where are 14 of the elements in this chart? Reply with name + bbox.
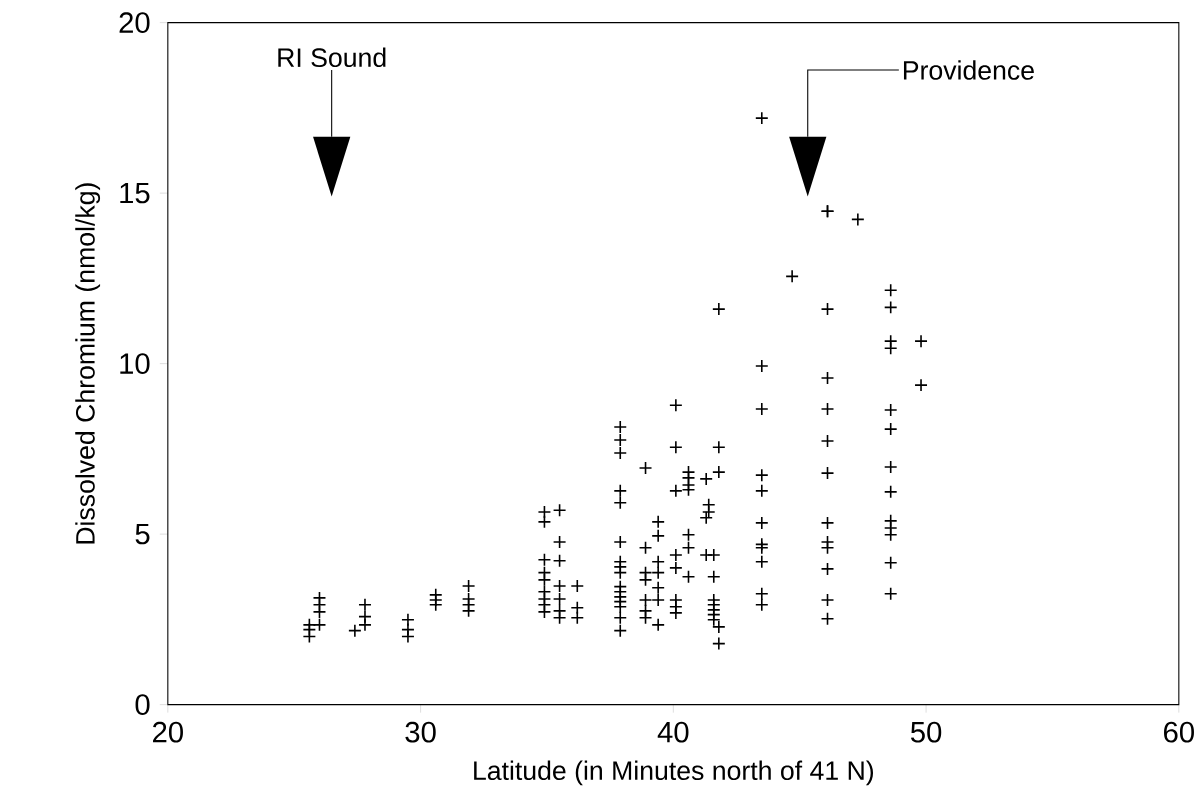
y-tick-label: 0 <box>135 694 150 715</box>
x-tick-label: 30 <box>405 721 436 743</box>
annotation: RI Sound <box>278 47 386 68</box>
x-tick-label: 50 <box>910 721 942 743</box>
y-tick-label: 20 <box>119 12 150 33</box>
y-tick-label: 15 <box>120 182 150 204</box>
x-tick-label: 40 <box>657 721 689 743</box>
y-tick-label: 5 <box>135 523 150 545</box>
x-tick-label: 60 <box>1164 721 1194 743</box>
y-axis-title: Dissolved Chromium (nmol/kg) <box>75 183 101 544</box>
annotation: Providence <box>903 60 1034 80</box>
y-tick-label: 10 <box>120 353 150 374</box>
x-axis-title: Latitude (in Minutes north of 41 N) <box>474 760 874 786</box>
x-tick-label: 20 <box>153 721 183 743</box>
